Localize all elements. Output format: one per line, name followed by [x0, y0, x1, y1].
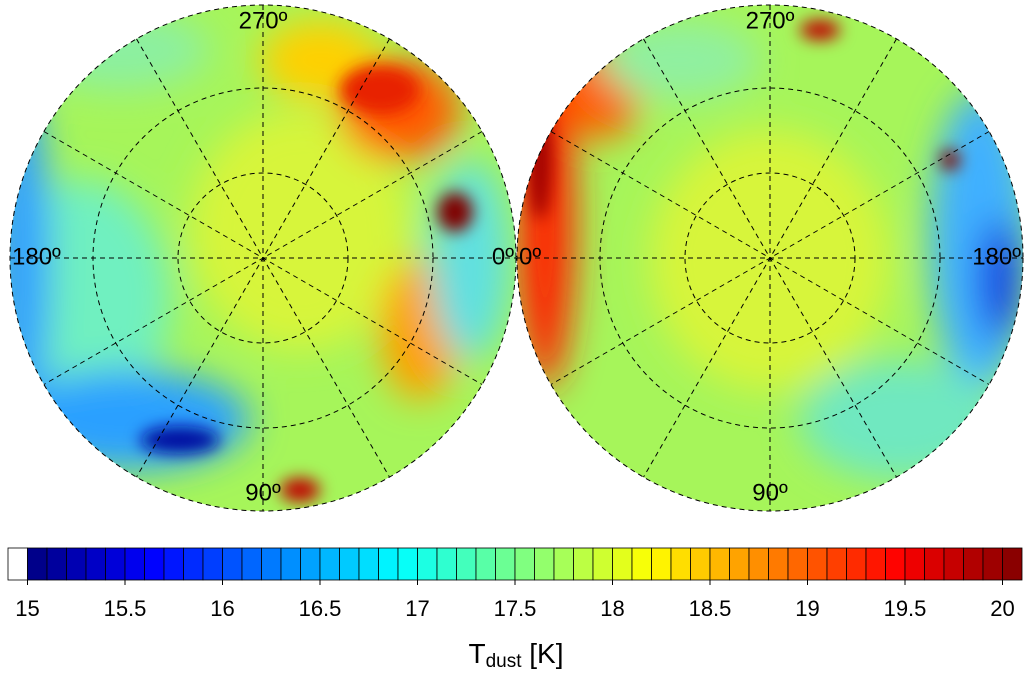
- colorbar-block: [163, 547, 184, 581]
- colorbar-block: [397, 547, 418, 581]
- colorbar-block: [768, 547, 789, 581]
- colorbar-block: [534, 547, 555, 581]
- colorbar-block: [475, 547, 496, 581]
- colorbar-block: [982, 547, 1003, 581]
- tick-label: 15: [15, 596, 39, 621]
- colorbar-block: [963, 547, 984, 581]
- colorbar-block: [904, 547, 925, 581]
- colorbar-block: [300, 547, 321, 581]
- tick-label: 19.5: [884, 596, 927, 621]
- tick-label: 16.5: [299, 596, 342, 621]
- angle-label: 0º: [519, 243, 541, 270]
- colorbar-block: [319, 547, 340, 581]
- colorbar-block: [358, 547, 379, 581]
- tick-label: 15.5: [104, 596, 147, 621]
- colorbar-block: [553, 547, 574, 581]
- colorbar-block: [709, 547, 730, 581]
- colorbar-block: [612, 547, 633, 581]
- colorbar-block: [748, 547, 769, 581]
- angle-label: 180º: [12, 243, 61, 270]
- colorbar-block: [943, 547, 964, 581]
- angle-label: 90º: [245, 479, 281, 506]
- colorbar-block: [826, 547, 847, 581]
- angle-label: 180º: [972, 243, 1021, 270]
- tick-label: 19: [795, 596, 819, 621]
- angle-label: 270º: [746, 7, 795, 34]
- label-main: T: [468, 638, 485, 669]
- colorbar-block: [66, 547, 87, 581]
- colorbar-block: [573, 547, 594, 581]
- colorbar-block: [202, 547, 223, 581]
- colorbar-block: [436, 547, 457, 581]
- colorbar-block: [222, 547, 243, 581]
- label-unit: [K]: [529, 638, 563, 669]
- colorbar-block: [85, 547, 106, 581]
- tick-label: 16: [210, 596, 234, 621]
- colorbar-block: [417, 547, 438, 581]
- angle-label: 270º: [239, 7, 288, 34]
- colorbar-block: [495, 547, 516, 581]
- grid-spoke: [43, 131, 483, 385]
- colorbar-block: [46, 547, 67, 581]
- colorbar-block: [846, 547, 867, 581]
- label-space: [522, 638, 530, 669]
- colorbar-block: [241, 547, 262, 581]
- tick-label: 18.5: [689, 596, 732, 621]
- colorbar-block: [124, 547, 145, 581]
- colorbar-block: [1002, 547, 1023, 581]
- colorbar-block: [865, 547, 886, 581]
- colorbar-block: [7, 547, 28, 581]
- colorbar-block: [261, 547, 282, 581]
- colorbar-block: [514, 547, 535, 581]
- tick-label: 20: [990, 596, 1014, 621]
- tick-label: 17: [405, 596, 429, 621]
- tick-label: 17.5: [494, 596, 537, 621]
- colorbar-block: [339, 547, 360, 581]
- colorbar-block: [27, 547, 48, 581]
- grid-spoke: [550, 131, 990, 385]
- colorbar-block: [105, 547, 126, 581]
- colorbar-block: [670, 547, 691, 581]
- colorbar-block: [378, 547, 399, 581]
- tick-label: 18: [600, 596, 624, 621]
- colorbar-block: [885, 547, 906, 581]
- colorbar-block: [690, 547, 711, 581]
- colorbar-block: [807, 547, 828, 581]
- colorbar-block: [631, 547, 652, 581]
- colorbar-block: [280, 547, 301, 581]
- colorbar-block: [592, 547, 613, 581]
- colorbar-block: [924, 547, 945, 581]
- angle-label: 0º: [492, 243, 514, 270]
- polar-grid: 270º 180º 0º 90º 270º 0º 180º 90º: [9, 4, 1024, 512]
- colorbar-block: [144, 547, 165, 581]
- colorbar: 15 15.5 16 16.5 17 17.5 18 18.5 19 19.5 20: [7, 547, 1023, 621]
- angle-label: 90º: [752, 479, 788, 506]
- colorbar-block: [456, 547, 477, 581]
- colorbar-block: [651, 547, 672, 581]
- label-subscript: dust: [486, 651, 523, 672]
- colorbar-label: Tdust [K]: [468, 638, 563, 672]
- colorbar-block: [183, 547, 204, 581]
- colorbar-block: [729, 547, 750, 581]
- colorbar-block: [787, 547, 808, 581]
